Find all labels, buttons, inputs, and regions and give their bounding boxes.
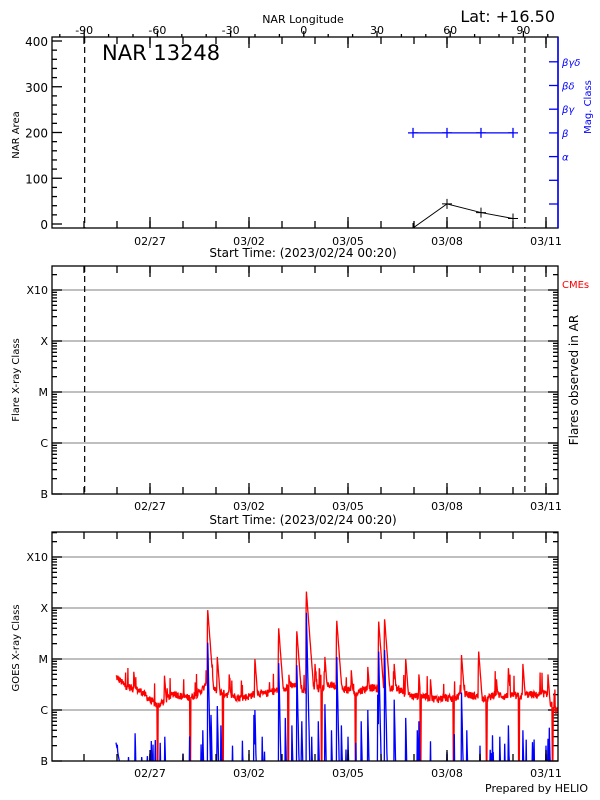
longitude-tick-label: 30 [370,24,384,37]
x-tick-label-03-02: 03/02 [233,767,265,780]
y-tick-label-X10: X10 [26,284,48,297]
area-point [442,198,452,209]
area-line [412,203,514,228]
mag-class-point [408,127,419,138]
mag-class-point [475,127,486,138]
y-tick-label-M: M [39,386,49,399]
x-tick-label-03-08: 03/08 [431,767,463,780]
region-title: NAR 13248 [102,41,220,65]
mag-class-label: βγ [561,105,575,116]
x-tick-label-03-08: 03/08 [431,235,463,248]
x-tick-label-03-05: 03/05 [332,767,364,780]
y-tick-label-B: B [40,488,48,501]
y-tick-label-X: X [40,335,48,348]
longitude-tick-label: -90 [75,24,93,37]
area-point [508,213,518,224]
area-tick-label: 300 [25,81,48,95]
longitude-tick-label: 90 [516,24,530,37]
mag-class-label: β [561,129,569,140]
area-tick-label: 200 [25,127,48,141]
x-tick-label-02-27: 02/27 [134,235,166,248]
goes-series [115,591,558,761]
plot-frame [51,265,559,495]
mag-class-label: βγδ [561,58,580,69]
x-tick-label-02-27: 02/27 [134,767,166,780]
flares-observed-label: Flares observed in AR [567,315,581,445]
mag-class-point [442,127,452,138]
mag-class-axis-label: Mag. Class [583,80,594,134]
area-axis-label: NAR Area [11,111,22,158]
x-tick-label-03-02: 03/02 [233,235,265,248]
area-tick-label: 0 [40,218,48,232]
x-tick-label-02-27: 02/27 [134,500,166,513]
area-tick-label: 100 [25,172,48,186]
plot-frame [51,531,559,762]
mag-class-label: βδ [561,82,575,93]
area-point [408,223,419,228]
x-tick-label-03-08: 03/08 [431,500,463,513]
y-tick-label-M: M [39,653,49,666]
area-point [475,207,486,218]
cme-label: CMEs [562,280,589,291]
area-series [408,127,518,228]
x-tick-label-03-05: 03/05 [332,500,364,513]
longitude-tick-label: 0 [300,24,307,37]
prepared-by-label: Prepared by HELIO [485,782,588,795]
mag-class-label: α [562,153,569,164]
y-tick-label-C: C [40,437,48,450]
goes-short-channel-line [115,612,551,761]
top-axis-title: NAR Longitude [262,13,344,26]
area-tick-label: 400 [25,35,48,49]
goes-long-channel-line [115,591,558,761]
longitude-tick-label: -60 [148,24,166,37]
y-tick-label-C: C [40,704,48,717]
latitude-label: Lat: +16.50 [460,7,555,26]
x-tick-label-03-02: 03/02 [233,500,265,513]
longitude-tick-label: -30 [222,24,240,37]
time-axis-label-2: Start Time: (2023/02/24 00:20) [209,513,396,527]
x-tick-label-03-05: 03/05 [332,235,364,248]
mag-class-point [508,127,518,138]
x-tick-label-03-11: 03/11 [530,767,562,780]
goes-axis-label: GOES X-ray Class [11,604,22,691]
flare-axis-label: Flare X-ray Class [11,338,22,422]
x-tick-label-03-11: 03/11 [530,500,562,513]
y-tick-label-X: X [40,602,48,615]
x-tick-label-03-11: 03/11 [530,235,562,248]
y-tick-label-B: B [40,755,48,768]
longitude-tick-label: 60 [443,24,457,37]
time-axis-label-1: Start Time: (2023/02/24 00:20) [209,246,396,260]
y-tick-label-X10: X10 [26,551,48,564]
